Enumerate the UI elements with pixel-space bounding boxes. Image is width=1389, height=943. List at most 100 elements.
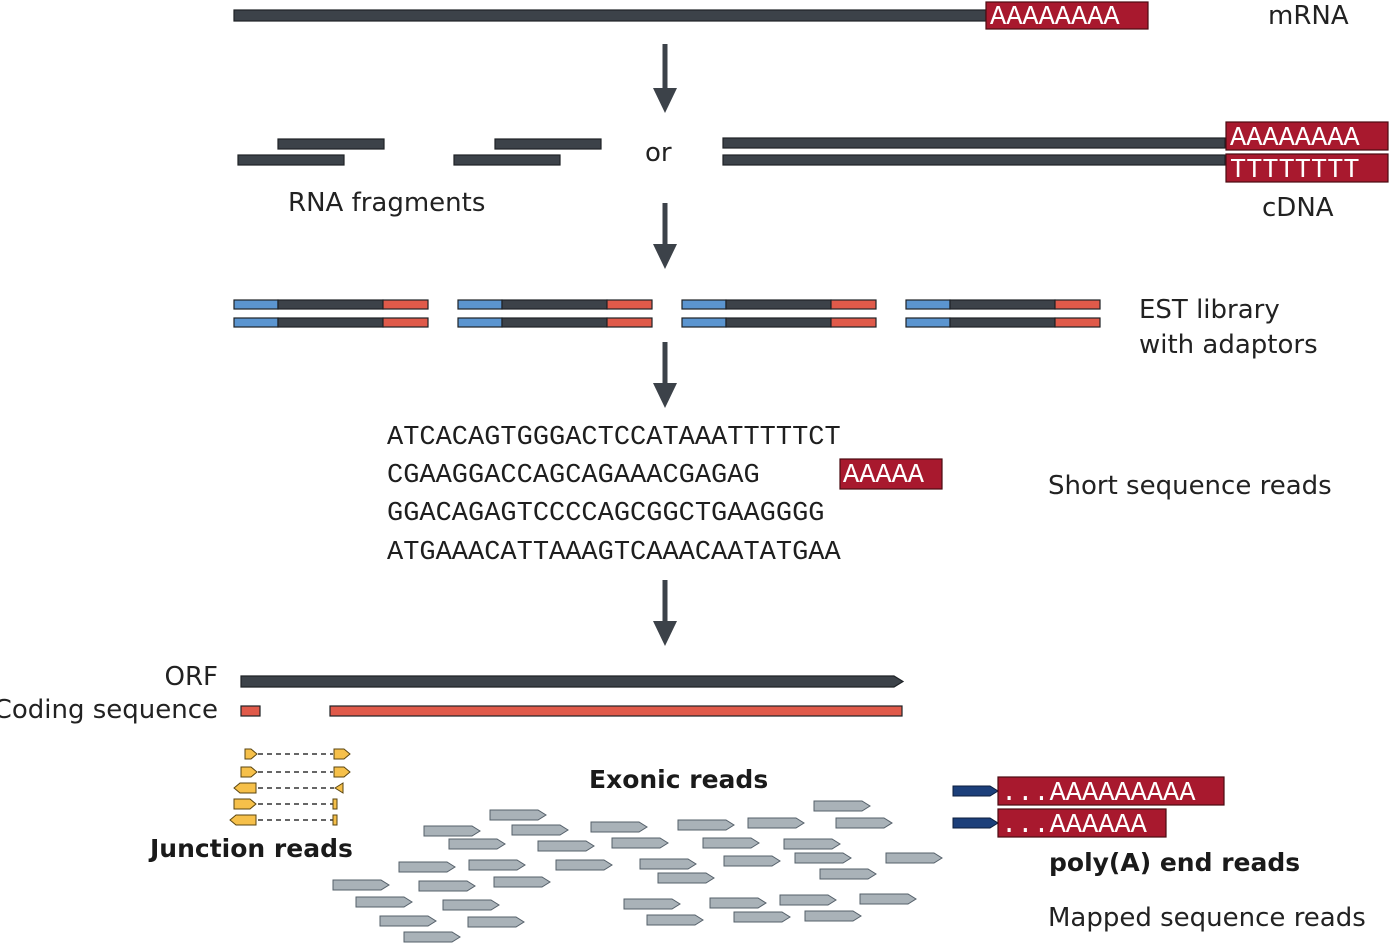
step-arrow-1 xyxy=(653,44,677,113)
polya-end-reads-label: poly(A) end reads xyxy=(1049,848,1300,877)
est-fragment xyxy=(457,299,653,310)
sequence-read-2: CGAAGGACCAGCAGAAACGAGAG xyxy=(387,461,760,491)
junction-read xyxy=(233,798,338,810)
exonic-read xyxy=(511,824,569,836)
cdna-label: cDNA xyxy=(1262,193,1334,223)
polya-read-box xyxy=(997,808,1167,838)
exonic-read xyxy=(355,896,413,908)
est-fragment xyxy=(905,317,1101,328)
cdna-polyt-box xyxy=(1225,153,1389,183)
exonic-read xyxy=(639,858,697,870)
cdna-strand-bottom xyxy=(722,154,1226,166)
junction-read xyxy=(233,782,344,794)
exonic-read xyxy=(418,880,476,892)
exonic-read xyxy=(467,916,525,928)
exonic-read xyxy=(448,838,506,850)
step-arrow-2 xyxy=(653,203,677,269)
est-label-line1: EST library xyxy=(1139,295,1280,325)
exonic-reads-label: Exonic reads xyxy=(589,765,768,794)
exonic-read xyxy=(590,821,648,833)
exonic-read xyxy=(747,817,805,829)
exonic-read xyxy=(379,915,437,927)
mrna-row: AAAAAAAA mRNA xyxy=(233,1,1349,33)
coding-sequence-label: Coding sequence xyxy=(0,695,218,725)
sequence-read-4: ATGAAACATTAAAGTCAAACAATATGAA xyxy=(387,538,841,568)
mapped-reads-label: Mapped sequence reads xyxy=(1048,903,1366,933)
rna-fragments-label: RNA fragments xyxy=(288,188,485,218)
exonic-read xyxy=(723,855,781,867)
polya-read-head xyxy=(952,785,999,797)
junction-reads-label: Junction reads xyxy=(148,834,353,863)
exonic-read xyxy=(885,852,943,864)
exonic-read xyxy=(332,879,390,891)
sequence-polya-box xyxy=(839,458,943,490)
cdna: AAAAAAAA TTTTTTTT cDNA xyxy=(722,121,1389,223)
junction-reads: Junction reads xyxy=(148,748,353,863)
orf-bar xyxy=(240,675,905,688)
polya-read-1: ...AAAAAAAAA xyxy=(1001,779,1196,809)
exonic-read xyxy=(859,893,917,905)
cdna-strand-top xyxy=(722,137,1226,149)
est-fragment xyxy=(457,317,653,328)
exonic-read xyxy=(835,817,893,829)
exonic-read xyxy=(442,899,500,911)
polya-read-2: ...AAAAAA xyxy=(1001,811,1148,841)
exonic-read xyxy=(555,859,613,871)
exonic-read xyxy=(646,914,704,926)
exonic-read xyxy=(468,859,526,871)
orf-track: ORF xyxy=(165,662,905,692)
rna-fragment xyxy=(277,138,385,150)
exonic-read xyxy=(489,809,547,821)
short-reads-label: Short sequence reads xyxy=(1048,471,1332,501)
sequence-read-3: GGACAGAGTCCCCAGCGGCTGAAGGGG xyxy=(387,499,824,529)
polya-end-reads: ...AAAAAAAAA ...AAAAAA poly(A) end reads xyxy=(952,776,1300,877)
exonic-read xyxy=(783,838,841,850)
mrna-strand xyxy=(233,9,987,22)
cdna-polya-box xyxy=(1225,121,1389,151)
cdna-polya-tag: AAAAAAAA xyxy=(1230,124,1360,154)
exonic-read xyxy=(819,868,877,880)
exonic-read xyxy=(657,872,715,884)
step-arrow-4 xyxy=(653,580,677,646)
exonic-read xyxy=(423,825,481,837)
exonic-read xyxy=(813,800,871,812)
est-fragment xyxy=(681,317,877,328)
exonic-read xyxy=(537,840,595,852)
est-fragment xyxy=(233,299,429,310)
rna-fragment xyxy=(237,154,345,166)
junction-read xyxy=(229,814,338,826)
coding-sequence-track: Coding sequence xyxy=(0,695,903,725)
exonic-read xyxy=(794,852,852,864)
est-library xyxy=(233,299,1101,328)
exonic-read xyxy=(779,894,837,906)
coding-exon xyxy=(329,705,903,717)
rna-fragment xyxy=(494,138,602,150)
exonic-read xyxy=(804,910,862,922)
mrna-label: mRNA xyxy=(1268,1,1349,31)
short-reads: ATCACAGTGGGACTCCATAAATTTTTCT CGAAGGACCAG… xyxy=(387,423,1332,568)
junction-read xyxy=(244,748,351,760)
exonic-read xyxy=(733,911,791,923)
coding-exon xyxy=(240,705,261,717)
est-fragment xyxy=(233,317,429,328)
exonic-read xyxy=(677,819,735,831)
exonic-read xyxy=(709,897,767,909)
polya-read-box xyxy=(997,776,1225,806)
exonic-read xyxy=(702,837,760,849)
mrna-polya-box xyxy=(985,1,1149,30)
exonic-reads xyxy=(332,800,943,943)
est-fragment xyxy=(905,299,1101,310)
rna-fragment xyxy=(453,154,561,166)
exonic-read xyxy=(398,861,456,873)
est-fragment xyxy=(681,299,877,310)
mrna-polya-tag: AAAAAAAA xyxy=(990,3,1120,33)
exonic-read xyxy=(611,837,669,849)
est-label-line2: with adaptors xyxy=(1139,330,1318,360)
step-arrow-3 xyxy=(653,342,677,408)
or-label: or xyxy=(645,138,672,168)
junction-read xyxy=(240,766,351,778)
exonic-read xyxy=(623,898,681,910)
rna-fragments: RNA fragments xyxy=(237,138,602,218)
sequence-polya-tail: AAAAA xyxy=(843,461,925,491)
